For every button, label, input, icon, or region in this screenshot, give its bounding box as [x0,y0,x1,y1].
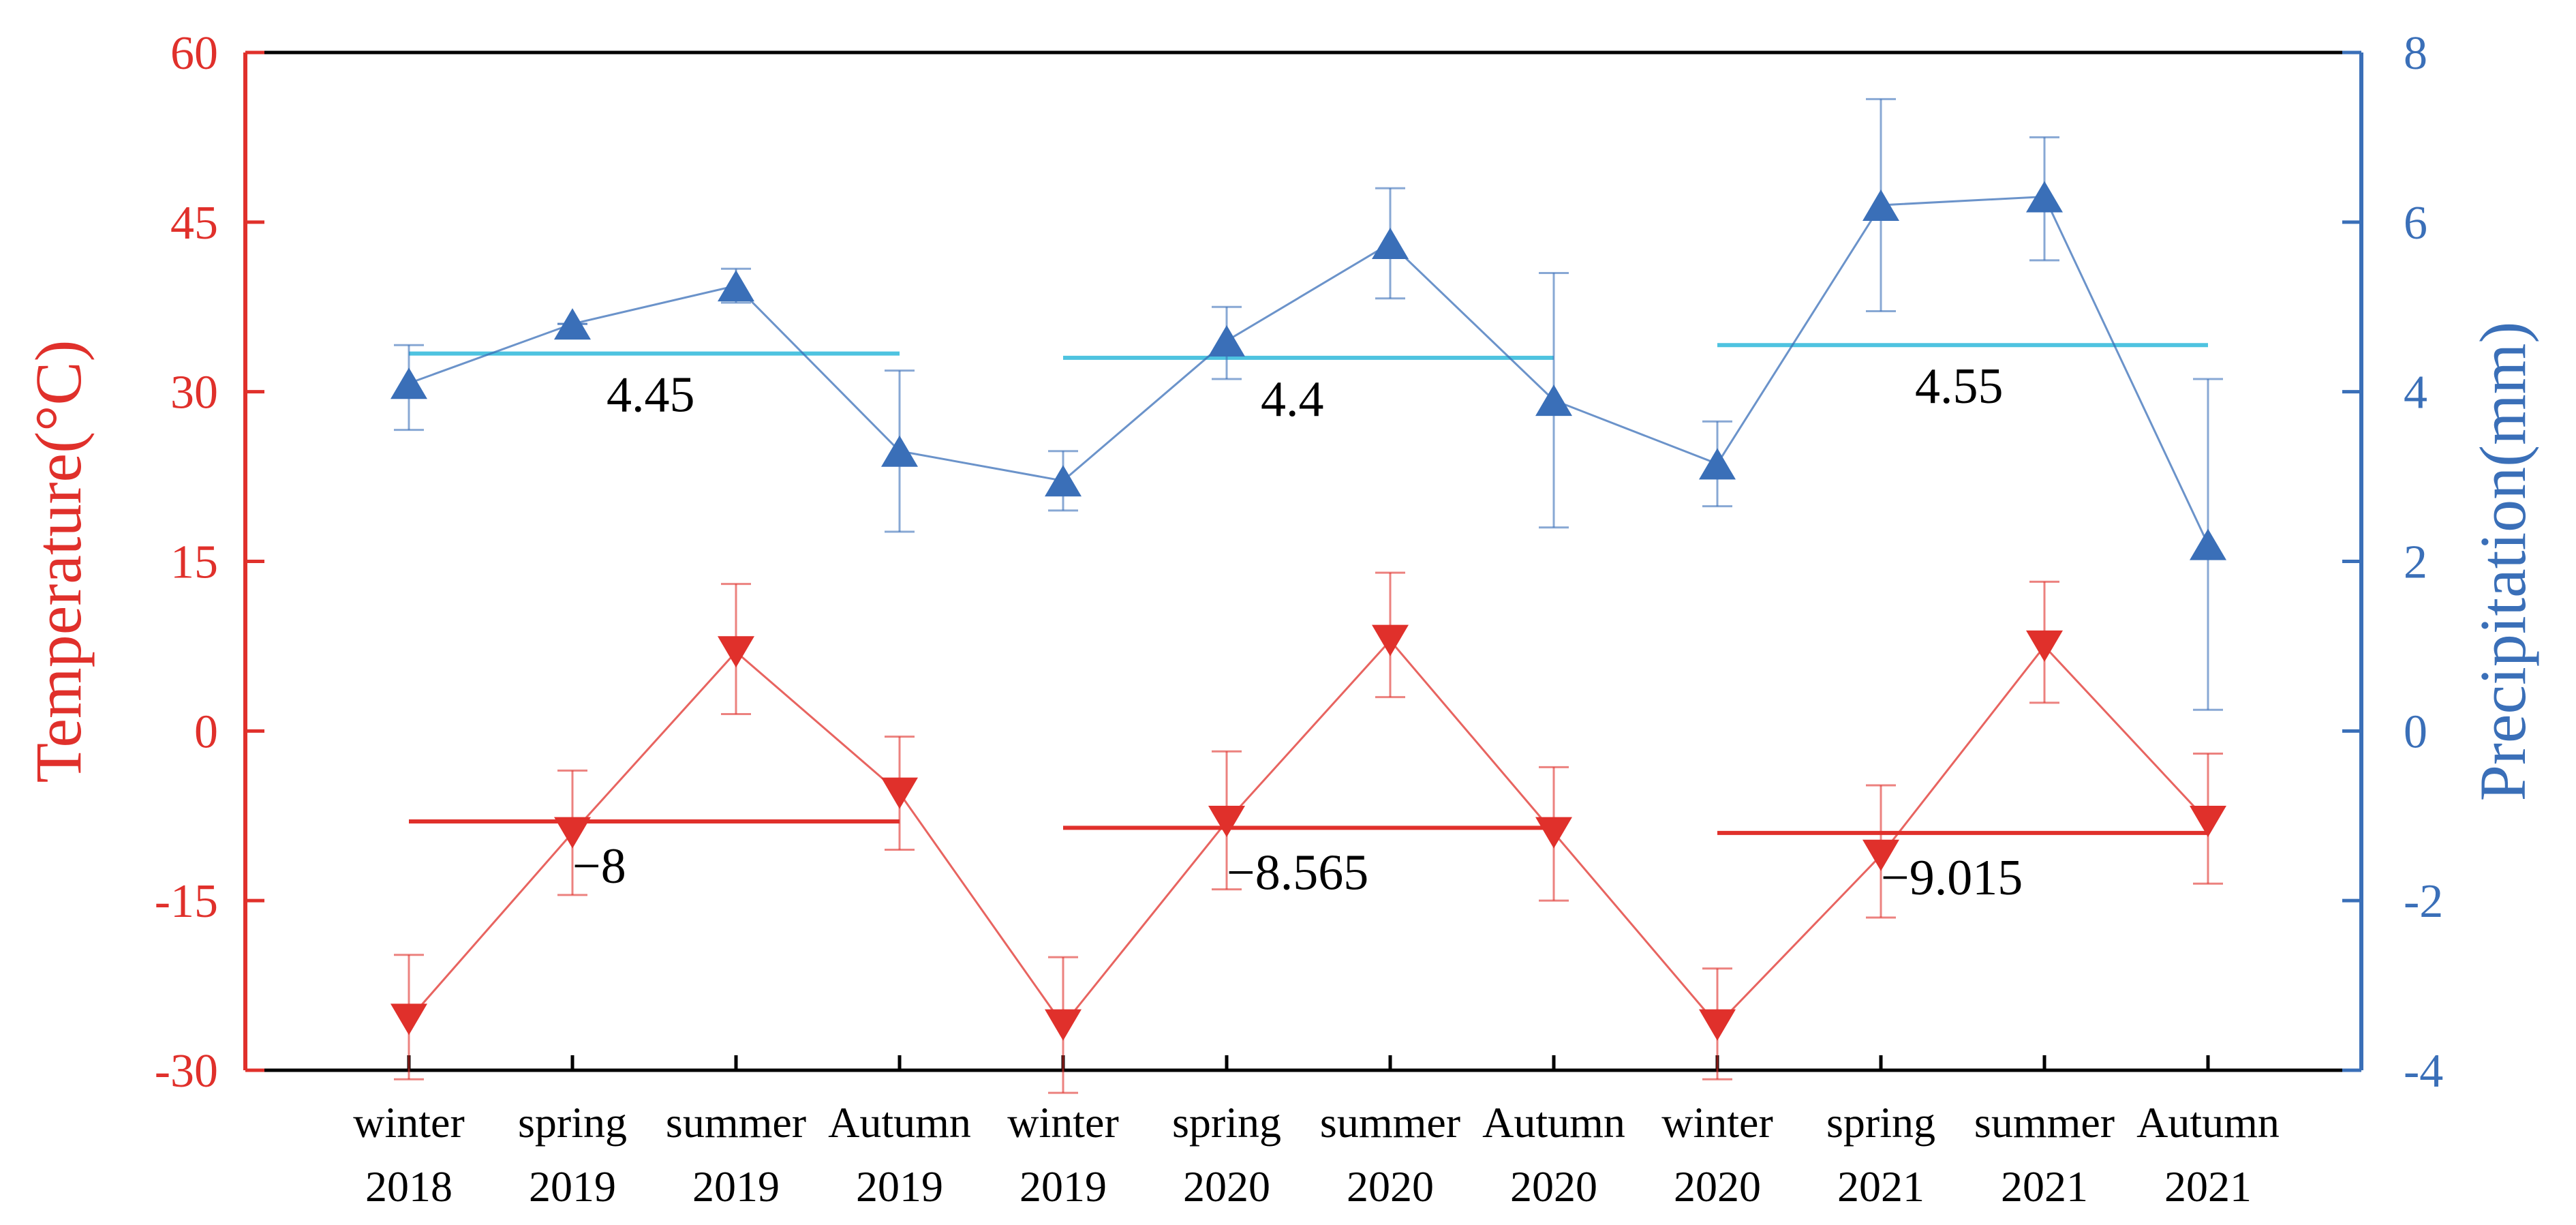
precipitation-marker [1699,448,1736,480]
x-tick-label: Autumn [2136,1098,2280,1147]
temperature-marker [1372,624,1409,656]
temperature-marker [1045,1009,1082,1041]
right-tick-label: 0 [2404,706,2427,758]
x-tick-label: summer [1320,1098,1460,1147]
left-tick-label: -15 [155,875,218,928]
left-axis-title: Temperature(°C) [22,339,95,783]
temperature-marker [1208,806,1245,838]
precipitation-marker [881,435,918,467]
left-tick-label: -30 [155,1045,218,1098]
temperature-marker [554,817,591,849]
x-tick-label: 2019 [1019,1162,1107,1211]
precipitation-marker [1208,325,1245,357]
temperature-marker [1862,839,1899,871]
precipitation-marker [390,367,427,399]
temperature-marker [390,1003,427,1035]
right-tick-label: -2 [2404,875,2443,928]
precipitation-marker [1862,189,1899,221]
temperature-marker [2190,806,2226,838]
left-tick-label: 0 [194,706,218,758]
right-tick-label: 6 [2404,197,2427,249]
x-tick-label: 2021 [2164,1162,2252,1211]
x-tick-label: summer [666,1098,806,1147]
x-tick-label: 2021 [2001,1162,2088,1211]
precipitation-marker [1045,465,1082,497]
x-tick-label: spring [518,1098,627,1147]
x-tick-label: summer [1974,1098,2115,1147]
left-tick-label: 45 [170,197,218,249]
temperature-marker [718,636,754,668]
right-tick-label: -4 [2404,1045,2443,1098]
x-tick-label: winter [353,1098,465,1147]
mean-label: −9.015 [1881,850,2023,906]
x-tick-label: 2019 [692,1162,780,1211]
mean-label: −8 [572,838,626,894]
mean-label: 4.45 [607,367,695,423]
x-tick-label: Autumn [1482,1098,1625,1147]
precipitation-marker [1372,227,1409,259]
temperature-line [408,639,2209,1027]
mean-label: 4.55 [1915,359,2004,414]
x-tick-label: 2020 [1183,1162,1270,1211]
right-axis-title: Precipitation(mm) [2466,322,2539,802]
precipitation-line [408,195,2209,545]
series-group [390,97,2226,1094]
x-tick-label: 2019 [856,1162,943,1211]
axes-group: 60 45 30 15 0 -15 -30 8 6 4 2 0 -2 -4 winter 2018 spring… [22,27,2539,1211]
precipitation-series [390,97,2226,711]
left-tick-label: 15 [170,536,218,589]
temperature-series [390,571,2226,1094]
temperature-marker [1699,1009,1736,1041]
precipitation-marker [2190,528,2226,560]
left-tick-label: 30 [170,367,218,419]
x-tick-label: 2020 [1674,1162,1761,1211]
right-tick-label: 4 [2404,367,2427,419]
right-tick-label: 8 [2404,27,2427,80]
x-tick-label: 2020 [1347,1162,1434,1211]
temperature-marker [2026,630,2063,662]
x-tick-label: winter [1661,1098,1773,1147]
precipitation-marker [2026,181,2063,213]
x-tick-label: 2021 [1837,1162,1925,1211]
right-tick-label: 2 [2404,536,2427,589]
mean-label: −8.565 [1227,845,1368,901]
x-tick-label: spring [1172,1098,1281,1147]
x-tick-label: 2020 [1510,1162,1597,1211]
x-tick-label: 2018 [365,1162,453,1211]
temperature-marker [881,777,918,809]
x-tick-label: winter [1007,1098,1119,1147]
precipitation-marker [554,308,591,340]
x-tick-label: spring [1826,1098,1935,1147]
mean-label: 4.4 [1261,372,1324,427]
precipitation-marker [1535,384,1572,417]
left-tick-label: 60 [170,27,218,80]
labels-group: 4.45 4.4 4.55 −8 −8.565 −9.015 [572,359,2023,906]
temperature-marker [1535,817,1572,849]
x-tick-label: Autumn [828,1098,971,1147]
precipitation-marker [718,270,754,302]
x-tick-label: 2019 [529,1162,616,1211]
